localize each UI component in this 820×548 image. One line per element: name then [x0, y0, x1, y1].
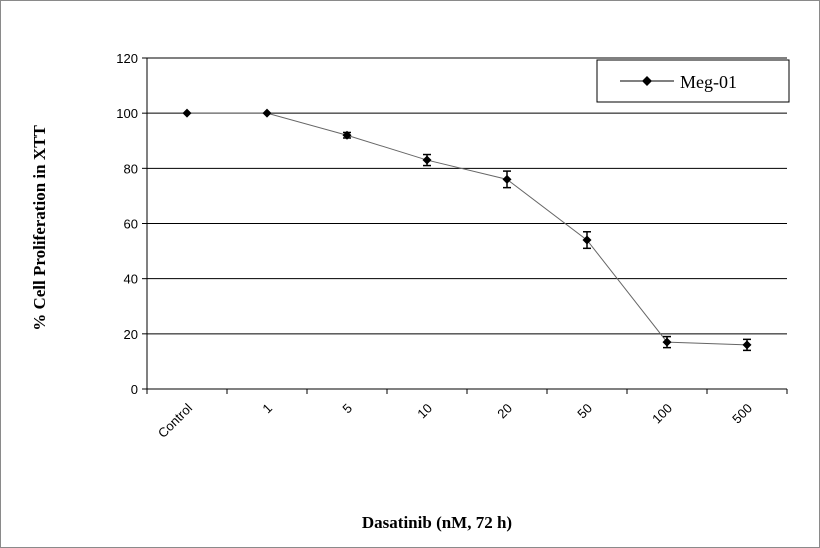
- x-axis-title: Dasatinib (nM, 72 h): [362, 513, 512, 532]
- data-point-20: [502, 174, 512, 184]
- y-tick-label-80: 80: [124, 161, 138, 176]
- data-point-100: [662, 337, 672, 347]
- y-tick-label-100: 100: [116, 106, 138, 121]
- y-tick-label-120: 120: [116, 51, 138, 66]
- x-tick-label-50: 50: [574, 401, 595, 422]
- data-point-50: [582, 235, 592, 245]
- y-axis-title: % Cell Proliferation in XTT: [30, 125, 49, 331]
- data-point-control: [182, 108, 192, 118]
- x-tick-label-control: Control: [155, 400, 195, 440]
- data-point-5: [342, 130, 352, 140]
- legend-label: Meg-01: [680, 72, 737, 92]
- legend: Meg-01: [596, 59, 790, 103]
- y-tick-label-0: 0: [131, 382, 138, 397]
- x-tick-label-20: 20: [494, 401, 515, 422]
- series-line-meg-01: [187, 112, 748, 346]
- series-meg-01: [182, 108, 752, 352]
- axes: [142, 57, 788, 394]
- x-tick-label-1: 1: [259, 401, 275, 417]
- x-tick-label-10: 10: [414, 401, 435, 422]
- x-tick-label-500: 500: [729, 401, 755, 427]
- legend-marker-diamond: [642, 76, 652, 86]
- data-point-500: [742, 340, 752, 350]
- x-tick-label-5: 5: [339, 401, 355, 417]
- x-tick-labels: Control 1 5 10 20 50 100 500: [155, 400, 755, 440]
- data-point-1: [262, 108, 272, 118]
- data-point-10: [422, 155, 432, 165]
- y-tick-labels: 0 20 40 60 80 100 120: [116, 51, 138, 397]
- x-tick-label-100: 100: [649, 401, 675, 427]
- y-tick-label-60: 60: [124, 217, 138, 232]
- y-tick-label-20: 20: [124, 327, 138, 342]
- y-tick-label-40: 40: [124, 272, 138, 287]
